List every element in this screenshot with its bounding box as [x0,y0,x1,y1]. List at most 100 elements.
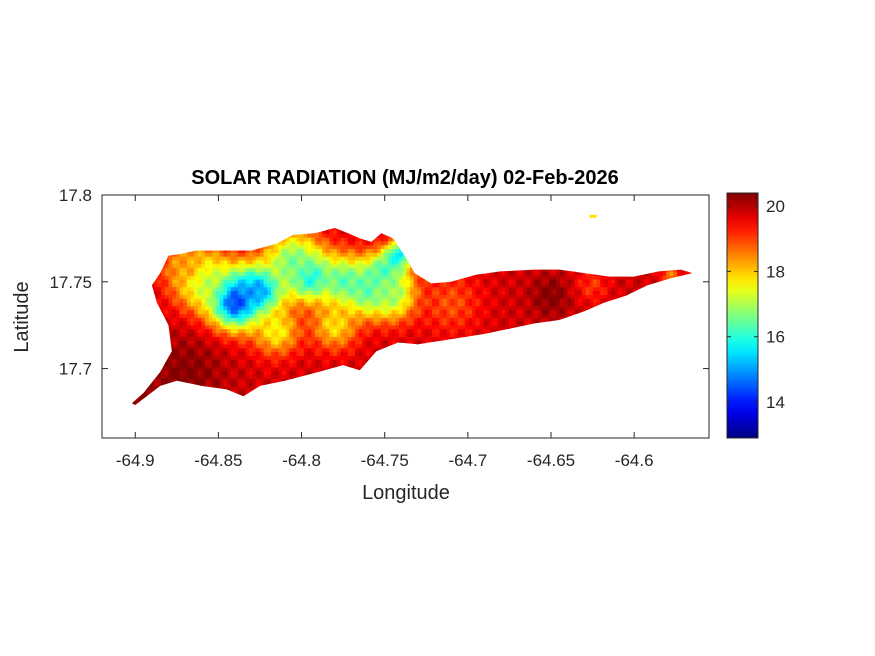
field-cell [303,282,309,288]
field-cell [300,248,305,253]
field-cell [146,328,151,334]
field-cell [285,305,290,311]
field-cell [197,370,203,376]
field-cell [336,263,342,269]
field-cell [208,336,214,341]
field-cell [505,355,510,360]
field-cell [384,343,389,349]
field-cell [388,294,393,299]
field-cell [406,294,411,299]
field-cell [245,378,250,383]
field-cell [179,347,184,353]
field-cell [157,324,162,330]
field-cell [183,374,188,379]
field-cell [135,240,140,246]
field-cell [314,401,320,405]
field-cell [442,401,448,405]
field-cell [475,370,481,376]
field-cell [245,275,250,280]
field-cell [464,332,470,337]
field-cell [278,259,283,265]
field-cell [274,229,279,234]
field-cell [212,248,217,253]
field-cell [161,279,166,284]
field-cell [410,267,415,273]
field-cell [271,252,276,257]
field-cell [307,343,312,349]
field-cell [197,321,203,326]
field-cell [260,275,265,280]
field-cell [271,248,276,253]
field-cell [388,389,393,395]
field-cell [223,290,228,295]
field-cell [252,313,257,318]
field-cell [234,374,239,379]
field-cell [395,237,400,242]
field-cell [234,305,239,311]
field-cell [424,240,429,246]
field-cell [479,355,484,360]
field-cell [373,370,378,376]
field-cell [230,370,235,376]
field-cell [238,343,243,349]
field-cell [483,389,488,395]
field-cell [336,248,342,253]
field-cell [190,378,195,383]
field-cell [344,393,349,399]
field-cell [424,397,429,402]
field-cell [366,321,371,326]
field-cell [131,279,137,284]
field-cell [263,267,268,273]
field-cell [431,389,437,395]
field-cell [362,321,367,326]
field-cell [314,237,320,242]
field-cell [362,317,367,322]
field-cell [486,252,492,257]
field-cell [428,313,433,318]
field-cell [457,359,462,364]
field-cell [417,347,422,353]
field-cell [406,321,411,326]
field-cell [450,244,455,250]
field-cell [362,229,367,234]
field-cell [289,324,294,330]
field-cell [245,290,250,295]
field-cell [461,309,466,315]
field-cell [347,401,353,405]
field-cell [281,340,287,345]
field-cell [406,279,411,284]
field-cell [194,397,199,402]
field-cell [479,228,484,230]
field-cell [311,309,316,315]
field-cell [263,343,268,349]
field-cell [475,393,481,399]
field-cell [249,233,254,238]
field-cell [219,401,224,405]
field-cell [362,351,367,357]
field-cell [344,298,349,303]
field-cell [249,309,254,315]
field-cell [205,286,210,292]
field-cell [490,313,495,318]
field-cell [131,256,137,261]
field-cell [461,305,466,311]
field-cell [358,317,364,322]
field-cell [472,275,477,280]
field-cell [318,324,323,330]
field-cell [391,298,396,303]
field-cell [307,290,312,295]
field-cell [340,286,345,292]
field-cell [413,321,418,326]
field-cell [336,275,342,280]
field-cell [186,286,192,292]
field-cell [369,313,374,318]
field-cell [135,248,140,253]
field-cell [428,282,433,288]
field-cell [238,378,243,383]
field-cell [497,229,503,234]
field-cell [406,397,411,402]
field-cell [307,233,312,238]
field-cell [402,393,407,399]
field-cell [139,321,144,326]
field-cell [475,378,481,383]
